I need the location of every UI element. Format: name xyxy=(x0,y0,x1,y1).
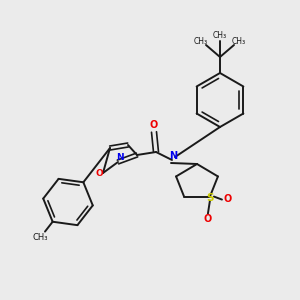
Text: N: N xyxy=(116,154,124,163)
Text: O: O xyxy=(204,214,212,224)
Text: CH₃: CH₃ xyxy=(232,38,246,46)
Text: O: O xyxy=(95,169,103,178)
Text: S: S xyxy=(206,193,214,202)
Text: CH₃: CH₃ xyxy=(213,31,227,40)
Text: CH₃: CH₃ xyxy=(194,38,208,46)
Text: N: N xyxy=(169,151,177,161)
Text: CH₃: CH₃ xyxy=(33,233,48,242)
Text: O: O xyxy=(150,120,158,130)
Text: O: O xyxy=(224,194,232,204)
